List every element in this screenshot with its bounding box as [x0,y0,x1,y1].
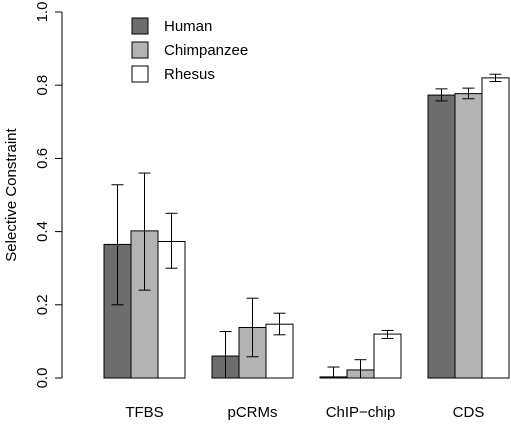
bar [481,77,510,379]
category-labels: TFBS pCRMs ChIP−chip CDS [125,404,484,421]
category-label: CDS [453,404,485,421]
category-label: pCRMs [227,404,277,421]
category-label: TFBS [125,404,163,421]
bar-group [319,329,402,379]
y-tick-label: 0.0 [34,368,51,389]
bar-group [427,73,510,379]
category-label: ChIP−chip [326,404,396,421]
bar-groups [103,73,510,379]
bar [427,94,456,379]
y-tick-label: 0.6 [34,148,51,169]
bar-group [103,172,186,379]
y-tick-label: 0.4 [34,221,51,242]
y-axis: 0.0 0.2 0.4 0.6 0.8 1.0 [34,2,63,389]
bar-group [211,297,294,379]
legend-swatch [131,65,149,83]
y-tick-label: 0.2 [34,294,51,315]
legend-swatch [131,17,149,35]
y-tick-label: 0.8 [34,75,51,96]
bar [454,93,483,379]
legend-label: Rhesus [164,66,215,83]
legend: Human Chimpanzee Rhesus [131,17,248,83]
legend-label: Human [164,18,212,35]
legend-label: Chimpanzee [164,42,248,59]
legend-swatch [131,41,149,59]
y-axis-label: Selective Constraint [3,127,20,261]
bar [373,333,402,379]
y-tick-label: 1.0 [34,2,51,23]
